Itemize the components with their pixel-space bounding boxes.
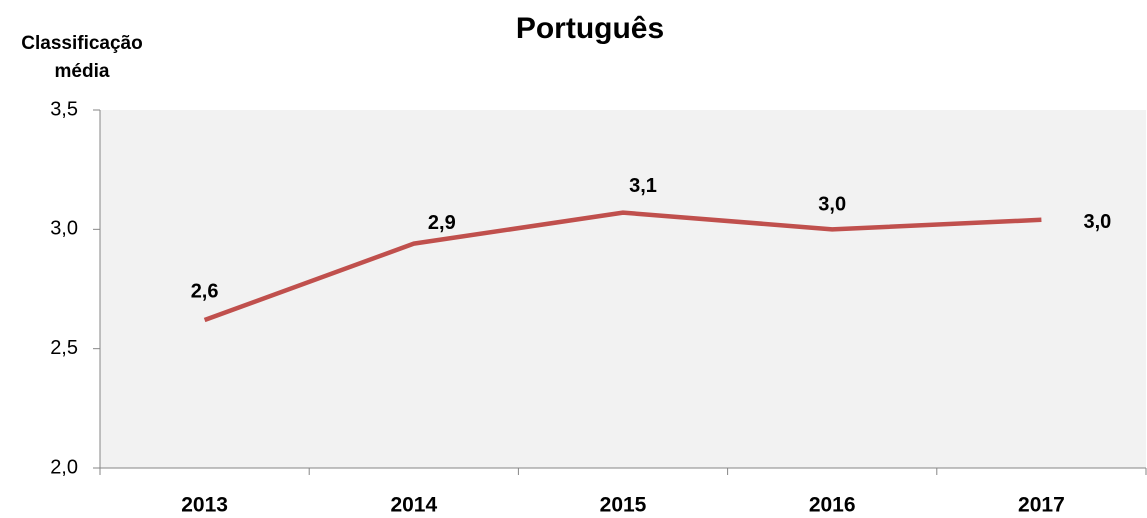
data-label: 2,6 [191,280,219,302]
data-label: 3,0 [818,194,846,216]
plot-area [100,110,1146,468]
x-tick-label: 2017 [1018,494,1065,517]
y-axis-label: média [55,61,110,82]
chart-title: Português [516,12,664,45]
y-tick-label: 2,5 [50,337,78,359]
data-label: 3,1 [629,175,657,197]
x-tick-label: 2016 [809,494,856,517]
data-label: 2,9 [428,212,456,234]
data-label: 3,0 [1083,211,1111,233]
x-tick-label: 2015 [600,494,647,517]
x-tick-label: 2013 [181,494,228,517]
y-tick-label: 3,5 [50,98,78,120]
y-tick-label: 3,0 [50,218,78,240]
y-tick-label: 2,0 [50,456,78,478]
y-axis-label: Classificação [21,33,142,54]
x-tick-label: 2014 [390,494,437,517]
series-line [203,210,1042,323]
